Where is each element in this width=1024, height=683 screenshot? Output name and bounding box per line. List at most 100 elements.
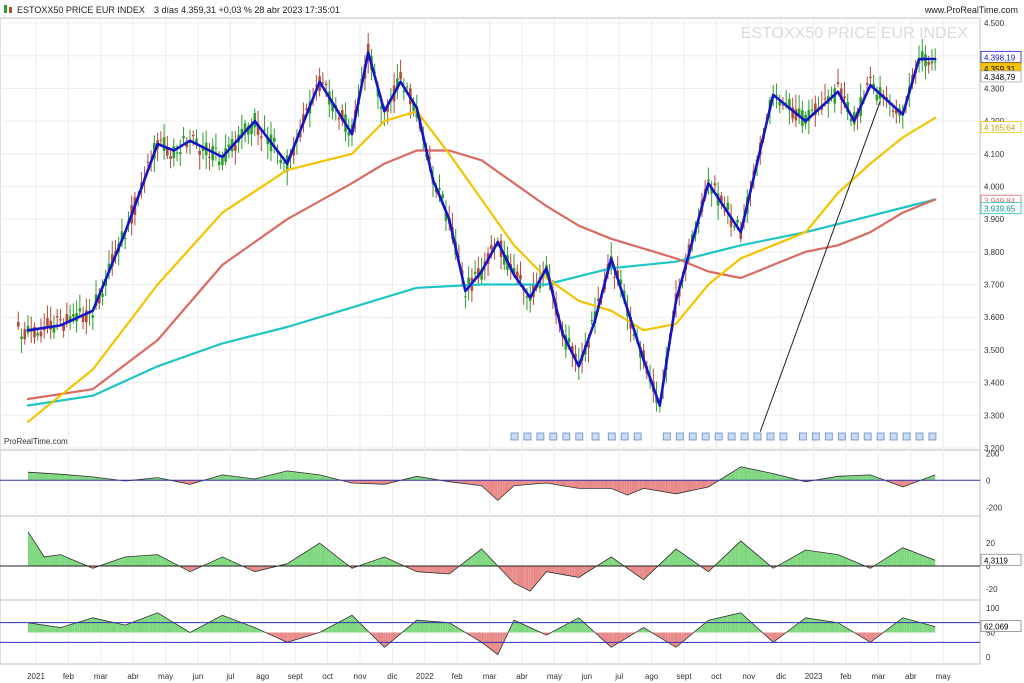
oscillator-fill (147, 555, 150, 566)
oscillator-fill (847, 628, 850, 633)
x-tick-label: may (158, 672, 173, 681)
oscillator-fill (53, 555, 57, 566)
oscillator-fill (331, 552, 334, 566)
candle-body (869, 76, 872, 79)
oscillator-fill (517, 622, 521, 633)
oscillator-fill (764, 560, 767, 566)
candle-body (590, 320, 594, 322)
grid (0, 18, 980, 664)
oscillator-fill (279, 472, 282, 481)
oscillator-fill (219, 474, 223, 481)
oscillator-fill (562, 566, 565, 575)
osc2-last-label: 4,3119 (984, 556, 1008, 565)
oscillator-fill (165, 558, 168, 566)
oscillator-fill (466, 480, 469, 485)
y-tick-label: 3.900 (984, 215, 1005, 224)
candle-body (101, 293, 104, 297)
oscillator-fill (546, 566, 549, 573)
oscillator-fill (870, 632, 873, 643)
candle-body (302, 114, 305, 124)
oscillator-fill (370, 480, 373, 484)
oscillator-fill (225, 558, 228, 566)
oscillator-fill (453, 625, 456, 633)
candle-body (396, 78, 399, 90)
oscillator-fill (77, 621, 80, 633)
oscillator-fill (616, 480, 619, 492)
oscillator-fill (481, 548, 485, 566)
oscillator-fill (437, 621, 441, 633)
oscillator-fill (35, 472, 39, 481)
oscillator-fill (414, 566, 417, 572)
oscillator-fill (841, 625, 845, 633)
oscillator-fill (383, 557, 386, 566)
oscillator-fill (468, 480, 472, 485)
oscillator-fill (621, 480, 625, 494)
osc-y-tick-label: 0 (986, 476, 991, 485)
oscillator-fill (266, 475, 270, 481)
oscillator-fill (510, 566, 513, 582)
oscillator-fill (434, 621, 438, 633)
oscillator-fill (41, 624, 44, 633)
oscillator-fill (212, 619, 215, 633)
oscillator-fill (162, 616, 166, 633)
oscillator-fill (774, 473, 778, 481)
oscillator-fill (175, 623, 179, 633)
oscillator-fill (520, 480, 524, 486)
oscillator-fill (730, 471, 733, 481)
x-axis: 2021 feb mar abr may jun jul ago sept oct nov dic 20… (27, 672, 951, 681)
oscillator-fill (95, 477, 98, 481)
oscillator-fill (134, 620, 137, 633)
oscillator-fill (479, 548, 482, 566)
oscillator-fill (860, 475, 863, 481)
oscillator-fill (606, 480, 609, 489)
candle-body (574, 353, 577, 359)
oscillator-fill (515, 566, 518, 586)
oscillator-fill (930, 625, 933, 633)
oscillator-fill (821, 552, 824, 566)
yellow-last-label: 4.165,64 (984, 124, 1016, 133)
oscillator-fill (725, 615, 728, 633)
oscillator-fill (315, 544, 319, 566)
oscillator-fill (79, 620, 83, 633)
oscillator-fill (414, 620, 417, 633)
candle-body (256, 123, 260, 135)
candle-body (710, 187, 713, 194)
event-icon (688, 432, 697, 441)
oscillator-fill (637, 566, 640, 577)
oscillator-fill (634, 480, 638, 493)
candle-body (250, 125, 253, 134)
x-tick-label: nov (742, 672, 755, 681)
oscillator-fill (43, 625, 47, 633)
oscillator-fill (517, 566, 521, 587)
candle-body (619, 279, 623, 285)
oscillator-fill (761, 631, 765, 635)
oscillator-fill (836, 622, 840, 633)
oscillator-fill (497, 632, 500, 655)
oscillator-fill (108, 621, 111, 633)
oscillator-fill (297, 632, 301, 640)
oscillator-fill (709, 619, 713, 633)
oscillator-fill (857, 475, 860, 481)
site-url[interactable]: www.ProRealTime.com (924, 5, 1018, 15)
oscillator-fill (712, 618, 715, 633)
oscillator-fill (746, 467, 749, 481)
oscillator-fill (777, 474, 780, 481)
x-tick-label: abr (127, 672, 139, 681)
oscillator-fill (139, 555, 142, 566)
current-price-label: 4.359,31 (984, 65, 1016, 74)
oscillator-fill (396, 632, 399, 638)
oscillator-line (27, 531, 936, 592)
oscillator-fill (790, 557, 793, 566)
oscillator-fill (77, 475, 80, 481)
event-icon (675, 432, 684, 441)
oscillator-fill (427, 566, 430, 573)
oscillator-fill (849, 475, 853, 481)
oscillator-fill (924, 623, 928, 633)
oscillator-fill (136, 619, 140, 633)
oscillator-fill (572, 480, 575, 488)
oscillator-fill (735, 543, 739, 566)
oscillator-fill (574, 618, 578, 633)
oscillator-fill (383, 480, 386, 485)
oscillator-fill (492, 480, 495, 498)
oscillator-fill (90, 476, 93, 481)
